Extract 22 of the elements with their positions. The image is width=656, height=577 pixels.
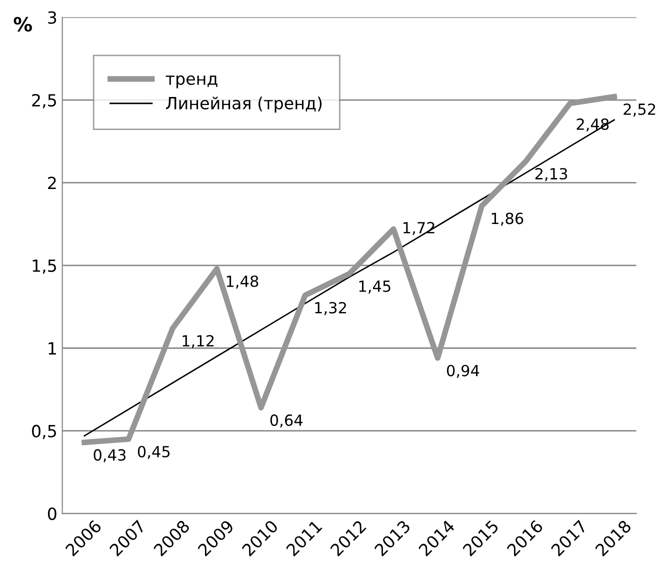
y-tick-label: 0: [48, 507, 56, 520]
data-label: 0,94: [446, 364, 480, 378]
data-label: 1,48: [226, 275, 258, 289]
data-label: 0,45: [138, 446, 170, 459]
data-label: 1,32: [315, 302, 346, 316]
legend-label: тренд: [166, 75, 218, 88]
data-label: 0,64: [270, 414, 303, 428]
data-label: 0,43: [94, 449, 126, 462]
y-tick-label: 0,5: [32, 424, 56, 440]
y-tick-label: 3: [48, 11, 56, 24]
data-label: 1,86: [492, 212, 524, 226]
data-label: 1,12: [182, 335, 214, 348]
data-label: 1,45: [359, 280, 390, 294]
y-axis-title: %: [14, 16, 32, 32]
y-tick-label: 2,5: [32, 94, 56, 108]
y-tick-label: 2: [48, 176, 56, 190]
y-tick-label: 1: [48, 342, 56, 354]
data-label: 2,52: [624, 103, 656, 117]
data-label: 1,72: [403, 222, 434, 236]
legend-label: Линейная (тренд): [166, 96, 322, 113]
y-tick-label: 1,5: [32, 260, 56, 274]
data-label: 2,13: [535, 168, 568, 182]
